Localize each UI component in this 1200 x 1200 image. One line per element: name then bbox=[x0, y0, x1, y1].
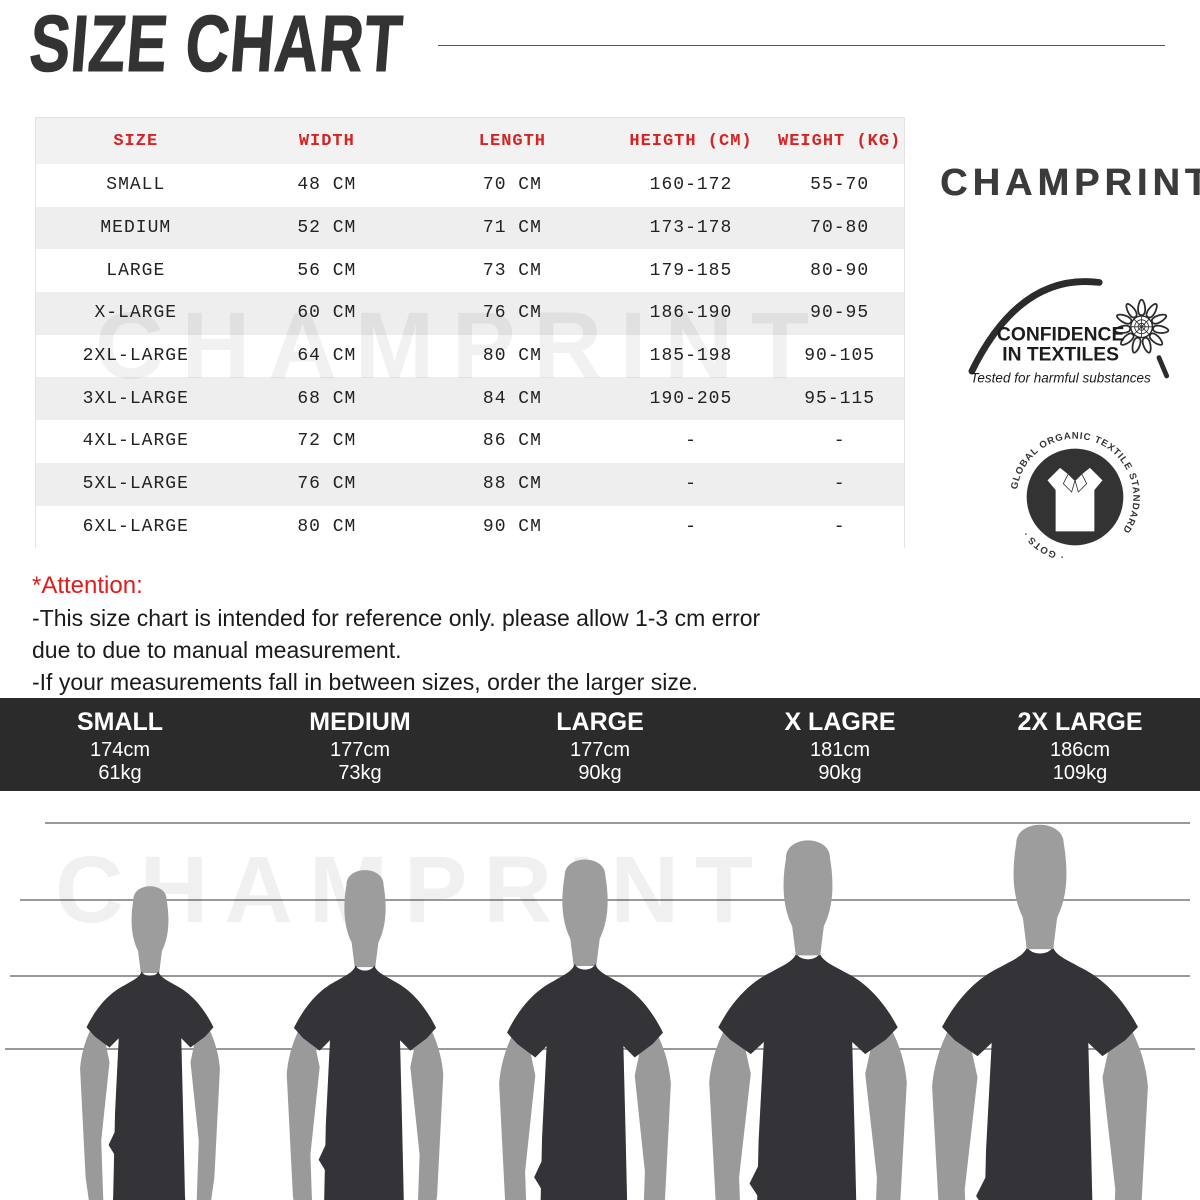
svg-text:CONFIDENCE: CONFIDENCE bbox=[997, 324, 1125, 345]
svg-text:IN TEXTILES: IN TEXTILES bbox=[1002, 345, 1119, 366]
svg-text:Tested for harmful substances: Tested for harmful substances bbox=[970, 371, 1151, 386]
